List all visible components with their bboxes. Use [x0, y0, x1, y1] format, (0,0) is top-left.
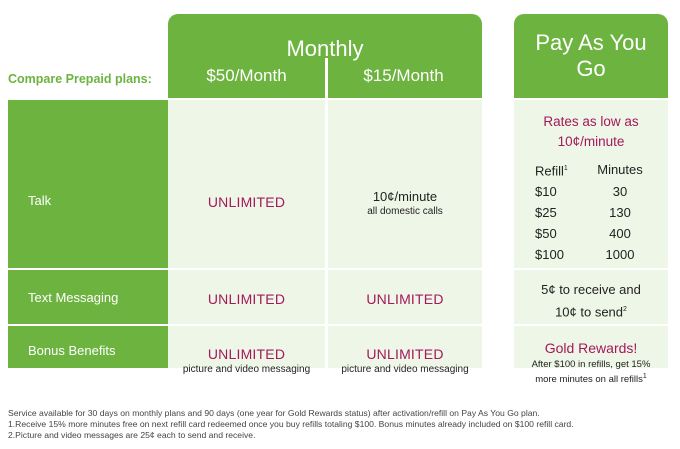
row-label-text: Text Messaging [28, 290, 119, 305]
plan-15-bonus: UNLIMITED picture and video messaging [328, 346, 482, 375]
monthly-title: Monthly [286, 36, 364, 61]
payg-text: 5¢ to receive and 10¢ to send2 [514, 280, 668, 322]
plan-50-bonus-note: picture and video messaging [182, 364, 311, 375]
payg-bonus-line1: After $100 in refills, get 15% [531, 359, 651, 370]
footnote-1: 1.Receive 15% more minutes free on next … [8, 419, 574, 429]
plan-50-header: $50/Month [206, 66, 287, 85]
minutes-value: 30 [612, 184, 628, 200]
table-row: $50 400 [529, 223, 653, 244]
payg-rates-line2: 10¢/minute [557, 134, 625, 149]
plan-15-talk-rate: 10¢/minute [372, 189, 438, 204]
minutes-value: 400 [609, 226, 631, 242]
plan-50-text: UNLIMITED [207, 291, 286, 307]
refill-value: $100 [535, 247, 564, 263]
payg-rates-line1: Rates as low as [543, 114, 639, 129]
refill-value: $50 [535, 226, 557, 242]
row-divider-payg-1 [514, 268, 668, 270]
plan-15-bonus-note: picture and video messaging [341, 364, 469, 375]
table-row: $25 130 [529, 202, 653, 223]
payg-title: Pay As You Go [535, 30, 647, 81]
payg-bonus-title: Gold Rewards! [544, 340, 638, 356]
refill-value: $10 [535, 184, 557, 200]
row-label-bonus: Bonus Benefits [28, 343, 116, 358]
payg-bonus-line2: more minutes on all refills1 [535, 373, 647, 386]
plan-50-bonus-value: UNLIMITED [207, 346, 286, 362]
minutes-value: 1000 [605, 247, 635, 263]
plan-15-talk-note: all domestic calls [367, 206, 443, 217]
payg-header: Pay As You Go [514, 14, 668, 98]
plan-50-bonus: UNLIMITED picture and video messaging [168, 346, 325, 375]
minutes-header: Minutes [597, 162, 643, 178]
payg-rates-table: Refill1 Minutes $10 30 $25 130 $50 400 $… [529, 158, 653, 265]
refill-value: $25 [535, 205, 557, 221]
table-row: $100 1000 [529, 244, 653, 265]
payg-column [514, 100, 668, 368]
payg-text-line2: 10¢ to send2 [555, 304, 627, 320]
row-divider-2 [8, 324, 482, 326]
plan-15-header: $15/Month [363, 66, 444, 85]
plan-15-text: UNLIMITED [366, 291, 444, 307]
compare-label: Compare Prepaid plans: [8, 72, 152, 86]
footnotes: Service available for 30 days on monthly… [8, 408, 668, 441]
table-row: $10 30 [529, 181, 653, 202]
footnote-service: Service available for 30 days on monthly… [8, 408, 540, 418]
payg-bonus: Gold Rewards! After $100 in refills, get… [514, 340, 668, 386]
rates-header-row: Refill1 Minutes [529, 158, 653, 181]
plan-15-column [328, 100, 482, 368]
minutes-value: 130 [609, 205, 631, 221]
plan-50-talk: UNLIMITED [207, 194, 286, 210]
plan-50-column [168, 100, 325, 368]
payg-talk: Rates as low as 10¢/minute Refill1 Minut… [514, 112, 668, 265]
row-divider-1 [8, 268, 482, 270]
column-divider [325, 100, 328, 368]
footnote-2: 2.Picture and video messages are 25¢ eac… [8, 430, 256, 440]
row-label-talk: Talk [28, 193, 52, 208]
plan-15-talk: 10¢/minute all domestic calls [328, 189, 482, 217]
row-labels-column: Talk Text Messaging Bonus Benefits [8, 100, 168, 368]
refill-header: Refill1 [535, 163, 568, 179]
plan-15-bonus-value: UNLIMITED [366, 346, 444, 362]
row-divider-payg-2 [514, 324, 668, 326]
payg-text-line1: 5¢ to receive and [541, 282, 641, 297]
header-divider [325, 58, 328, 98]
